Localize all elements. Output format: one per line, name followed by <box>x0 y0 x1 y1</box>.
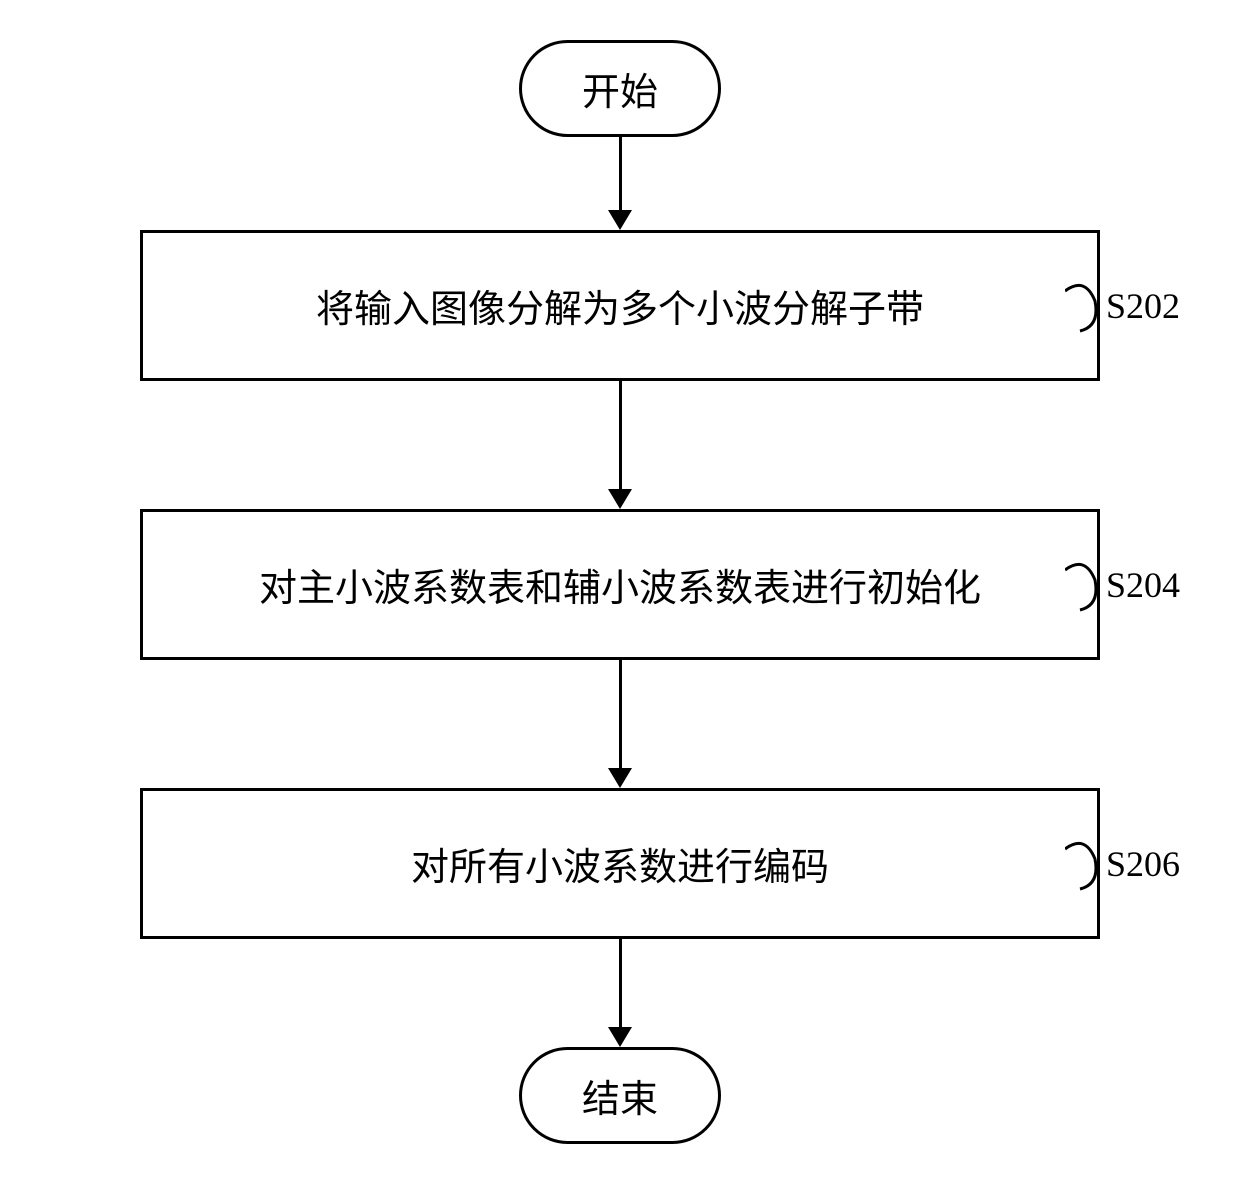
arrow-head-icon <box>608 489 632 509</box>
process-step-3: 对所有小波系数进行编码 <box>140 788 1100 939</box>
step-label-2: S204 <box>1106 564 1180 606</box>
arrow-4 <box>608 939 632 1047</box>
arrow-head-icon <box>608 1027 632 1047</box>
end-terminal: 结束 <box>519 1047 721 1144</box>
arrow-head-icon <box>608 210 632 230</box>
process-row-1: 将输入图像分解为多个小波分解子带 S202 <box>70 230 1170 381</box>
arrow-1 <box>608 137 632 230</box>
process-step-1: 将输入图像分解为多个小波分解子带 <box>140 230 1100 381</box>
process-row-2: 对主小波系数表和辅小波系数表进行初始化 S204 <box>70 509 1170 660</box>
arrow-line <box>619 381 622 491</box>
arrow-2 <box>608 381 632 509</box>
flowchart-container: 开始 将输入图像分解为多个小波分解子带 S202 对主小波系数表和辅小波系数表进… <box>70 40 1170 1144</box>
arrow-line <box>619 137 622 212</box>
end-label: 结束 <box>582 1079 658 1121</box>
process-text: 对主小波系数表和辅小波系数表进行初始化 <box>259 568 981 610</box>
arrow-line <box>619 660 622 770</box>
process-row-3: 对所有小波系数进行编码 S206 <box>70 788 1170 939</box>
process-text: 对所有小波系数进行编码 <box>411 847 829 889</box>
arrow-line <box>619 939 622 1029</box>
arrow-head-icon <box>608 768 632 788</box>
step-label-1: S202 <box>1106 285 1180 327</box>
start-label: 开始 <box>582 72 658 114</box>
process-step-2: 对主小波系数表和辅小波系数表进行初始化 <box>140 509 1100 660</box>
start-terminal: 开始 <box>519 40 721 137</box>
step-label-3: S206 <box>1106 843 1180 885</box>
process-text: 将输入图像分解为多个小波分解子带 <box>316 289 924 331</box>
arrow-3 <box>608 660 632 788</box>
